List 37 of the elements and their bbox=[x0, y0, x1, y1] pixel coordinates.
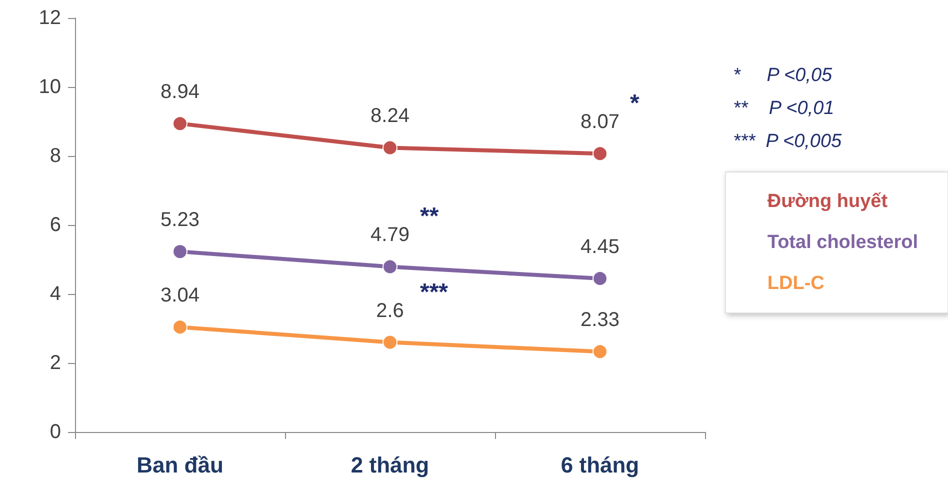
x-tick-label: Ban đầu bbox=[136, 452, 224, 478]
text: * P <0,05 bbox=[733, 65, 833, 86]
annotation: ** bbox=[420, 203, 440, 230]
data-label: 3.04 bbox=[160, 284, 200, 307]
point bbox=[172, 244, 188, 260]
text: Total cholesterol bbox=[767, 232, 918, 253]
annotation: * bbox=[630, 90, 640, 118]
y-tick-label: 2 bbox=[50, 352, 61, 374]
data-label: 2.6 bbox=[376, 300, 404, 322]
data-label: 2.33 bbox=[580, 309, 620, 332]
point bbox=[172, 320, 188, 335]
annotation: *** bbox=[420, 278, 449, 306]
y-tick-label: 10 bbox=[38, 76, 61, 98]
data-label: 4.79 bbox=[370, 224, 410, 246]
y-tick-label: 6 bbox=[50, 214, 61, 236]
point bbox=[382, 259, 398, 274]
point bbox=[592, 270, 608, 286]
data-label: 8.24 bbox=[370, 105, 410, 128]
point bbox=[592, 146, 608, 162]
data-label: 5.23 bbox=[160, 209, 200, 232]
point bbox=[172, 116, 188, 132]
y-tick-label: 8 bbox=[50, 145, 61, 167]
point bbox=[382, 334, 398, 350]
text: Đường huyết bbox=[767, 191, 888, 212]
data-label: 8.07 bbox=[580, 111, 620, 134]
y-tick-label: 0 bbox=[50, 421, 61, 443]
x-tick-label: 2 tháng bbox=[350, 452, 430, 478]
text: LDL-C bbox=[767, 273, 825, 294]
point bbox=[382, 140, 398, 156]
point bbox=[592, 344, 608, 360]
data-label: 4.45 bbox=[580, 236, 620, 258]
y-tick-label: 12 bbox=[38, 7, 61, 29]
x-tick-label: 6 tháng bbox=[560, 452, 640, 478]
text: ** P <0,01 bbox=[733, 98, 834, 119]
text: *** P <0,005 bbox=[733, 131, 842, 152]
data-label: 8.94 bbox=[160, 81, 200, 104]
y-tick-label: 4 bbox=[50, 283, 61, 305]
